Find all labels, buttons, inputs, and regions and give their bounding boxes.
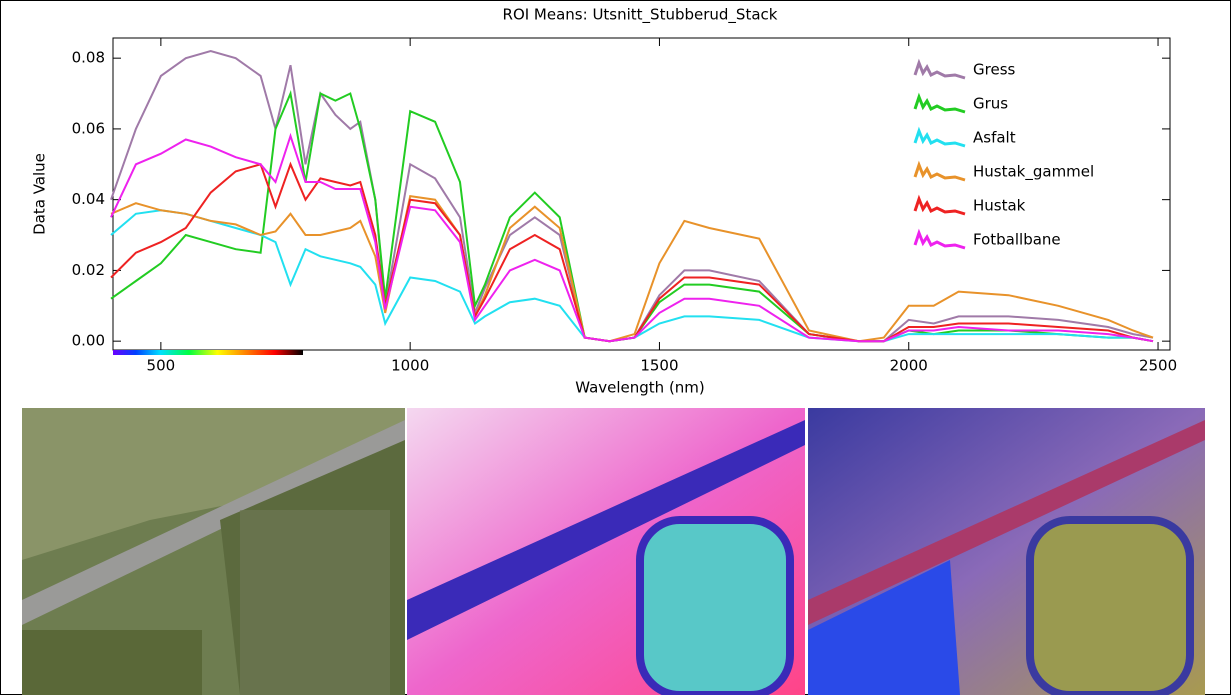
x-tick-label: 2500: [1139, 357, 1177, 375]
x-tick-label: 500: [147, 357, 176, 375]
legend-label: Grus: [973, 95, 1008, 113]
x-axis-label: Wavelength (nm): [575, 379, 705, 397]
y-tick-label: 0.02: [72, 261, 105, 279]
legend-swatch: [915, 63, 965, 78]
images: [22, 408, 1205, 695]
chart-title: ROI Means: Utsnitt_Stubberud_Stack: [503, 6, 778, 25]
legend-label: Hustak: [973, 197, 1026, 215]
legend-swatch: [915, 131, 965, 146]
series-line: [111, 196, 1153, 341]
x-tick-label: 1000: [391, 357, 429, 375]
legend-label: Fotballbane: [973, 231, 1061, 249]
y-axis-label: Data Value: [31, 153, 49, 235]
spectrum-bar: [113, 350, 303, 355]
x-tick-label: 1500: [640, 357, 678, 375]
x-tick-label: 2000: [890, 357, 928, 375]
legend-label: Hustak_gammel: [973, 163, 1094, 182]
false-color-image-2: [808, 408, 1205, 695]
y-tick-label: 0.00: [72, 332, 105, 350]
y-tick-label: 0.04: [72, 190, 105, 208]
false-color-image-1: [407, 408, 805, 695]
y-tick-label: 0.06: [72, 119, 105, 137]
legend-swatch: [915, 199, 965, 214]
screen: ROI Means: Utsnitt_Stubberud_Stack Wavel…: [0, 0, 1231, 695]
y-tick-label: 0.08: [72, 49, 105, 67]
legend-swatch: [915, 97, 965, 112]
legend-label: Gress: [973, 61, 1016, 79]
legend-label: Asfalt: [973, 129, 1016, 147]
aerial-photo: [22, 408, 405, 695]
legend-swatch: [915, 233, 965, 248]
legend-swatch: [915, 165, 965, 180]
